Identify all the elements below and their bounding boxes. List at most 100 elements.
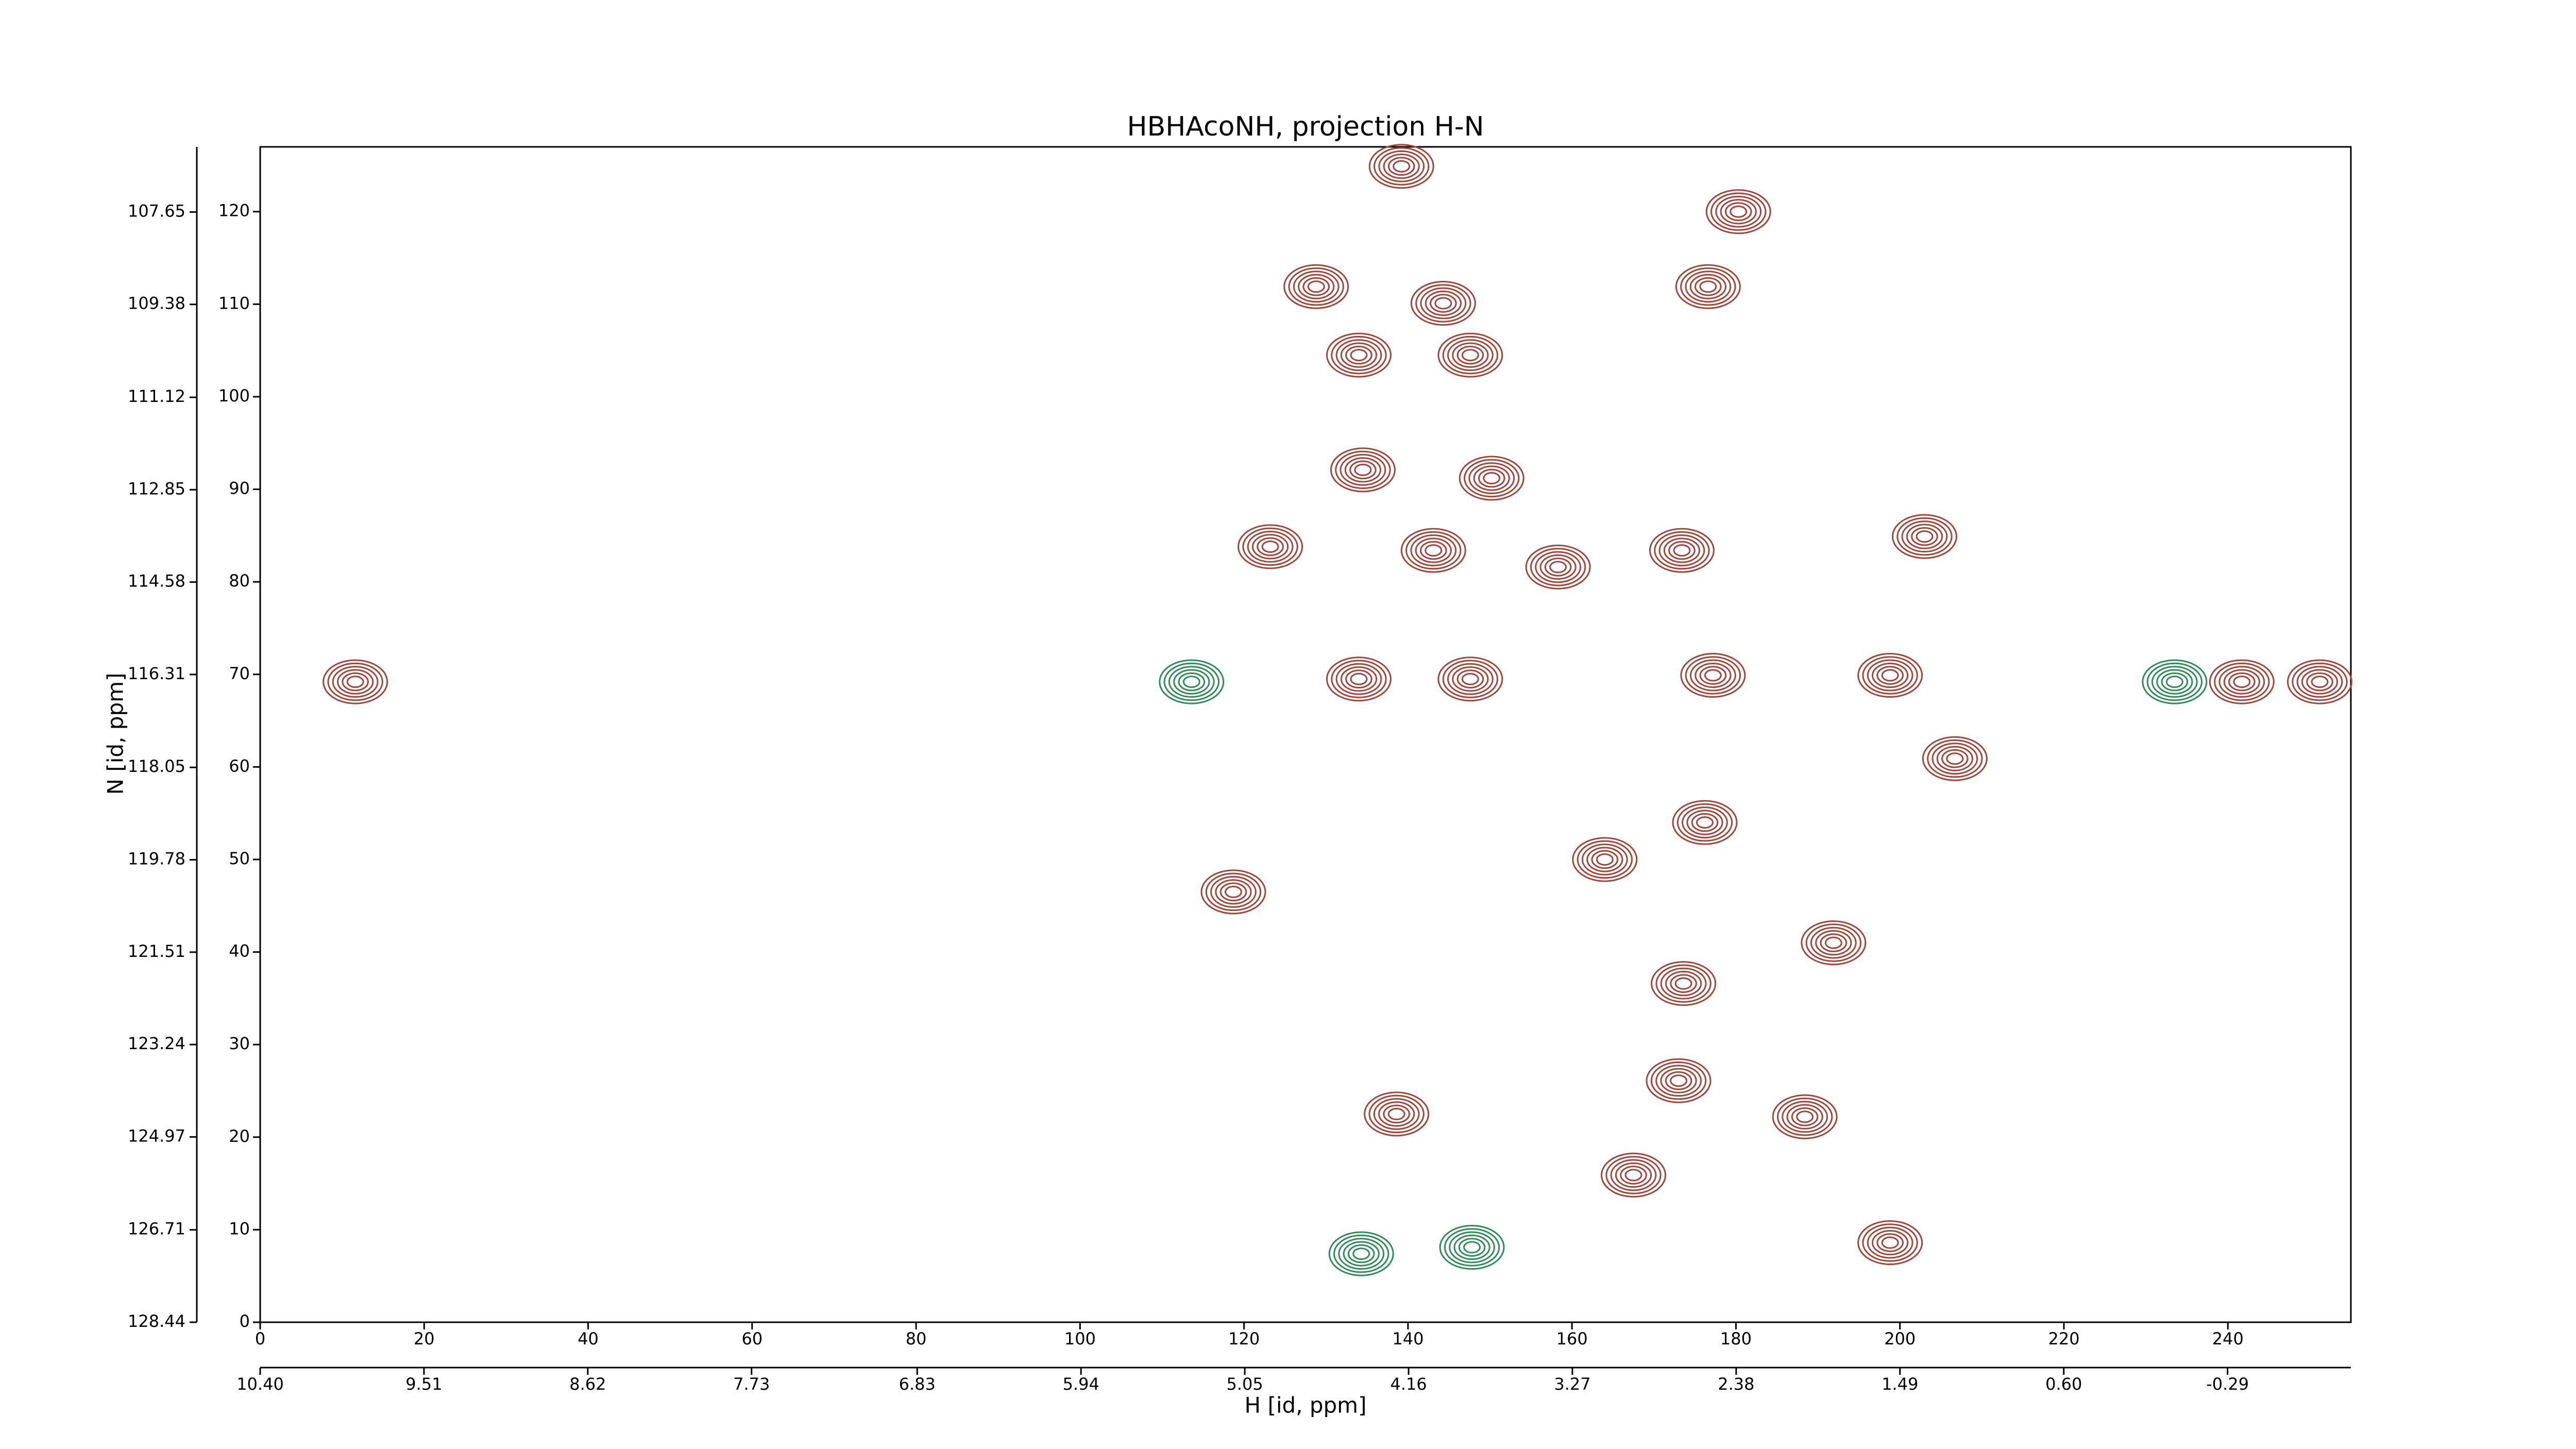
contour-ring [1383, 154, 1420, 179]
contour-ring [1331, 335, 1387, 375]
contour-ring [1415, 537, 1452, 563]
y-tick-label: 60 [229, 756, 250, 776]
contour-ring [1330, 447, 1396, 493]
x2-tick-label: 1.49 [1882, 1374, 1918, 1394]
x-tick-label: 100 [1064, 1329, 1096, 1349]
contour-ring [1650, 1062, 1707, 1100]
contour-ring [1293, 271, 1340, 303]
contour-ring [1824, 936, 1842, 949]
peak [1857, 1220, 1923, 1266]
contour-ring [1901, 520, 1948, 553]
contour-ring [1219, 882, 1247, 902]
x2-tick-label: 7.73 [733, 1374, 770, 1394]
peak [1439, 1225, 1505, 1270]
contour-ring [1205, 872, 1262, 912]
contour-ring [2287, 659, 2353, 704]
contour-ring [1326, 656, 1392, 702]
contour-ring [1544, 558, 1572, 577]
contour-ring [1340, 453, 1386, 486]
contour-ring [1405, 531, 1462, 570]
contour-ring [1425, 544, 1443, 557]
contour-ring [1478, 468, 1505, 488]
contour-ring [1364, 1091, 1430, 1137]
contour-ring [1345, 345, 1372, 365]
contour-ring [2161, 672, 2189, 692]
contour-ring [1680, 653, 1746, 698]
contour-ring [332, 666, 379, 698]
peak [1437, 656, 1503, 702]
contour-ring [1658, 534, 1705, 566]
contour-ring [1805, 923, 1862, 962]
contour-ring [1251, 534, 1289, 560]
y2-tick-label: 128.44 [128, 1311, 185, 1331]
contour-ring [1350, 672, 1368, 685]
contour-ring [1801, 920, 1867, 966]
contour-ring [1453, 1234, 1490, 1260]
contour-ring [1654, 531, 1710, 570]
contour-ring [1444, 1228, 1500, 1267]
contour-ring [1699, 666, 1727, 685]
contour-ring [1867, 659, 1913, 692]
contour-ring [1539, 554, 1577, 580]
contour-ring [1649, 528, 1715, 573]
x2-tick-label: 2.38 [1718, 1374, 1754, 1394]
contour-ring [1876, 666, 1904, 685]
x-tick-label: 120 [1228, 1329, 1260, 1349]
contour-ring [1535, 551, 1582, 583]
contour-ring [2306, 672, 2333, 692]
contour-ring [1456, 345, 1484, 365]
y2-tick-label: 124.97 [128, 1126, 185, 1145]
peak [1368, 144, 1434, 189]
y-axis-label: N [id, ppm] [103, 673, 128, 795]
contour-ring [1437, 656, 1503, 702]
peak [1772, 1094, 1838, 1139]
x-tick-label: 80 [906, 1329, 927, 1349]
contour-ring [1876, 1233, 1904, 1252]
contour-ring [1672, 800, 1738, 845]
contour-ring [2156, 669, 2193, 695]
contour-ring [1461, 349, 1479, 362]
contour-ring [1464, 459, 1520, 498]
x2-tick-label: 5.05 [1226, 1374, 1263, 1394]
peak [1283, 264, 1349, 309]
contour-ring [346, 676, 364, 688]
plot-frame [259, 146, 2352, 1323]
contour-ring [1307, 280, 1325, 293]
contour-ring [1705, 189, 1771, 234]
contour-ring [1651, 961, 1717, 1006]
y2-tick-label: 112.85 [128, 479, 185, 498]
peak [1238, 524, 1303, 569]
peak [1410, 281, 1476, 326]
contour-ring [1815, 930, 1852, 956]
contour-ring [1393, 160, 1411, 173]
contour-ring [342, 672, 369, 692]
contour-ring [1261, 540, 1279, 553]
y-tick-label: 100 [218, 386, 250, 406]
contour-ring [1338, 1238, 1385, 1270]
contour-ring [1685, 271, 1732, 303]
contour-ring [1591, 850, 1619, 869]
peak [1328, 1231, 1394, 1276]
x2-tick-label: 10.40 [236, 1374, 284, 1394]
contour-ring [1720, 199, 1757, 225]
contour-ring [1577, 840, 1633, 879]
contour-ring [1941, 749, 1969, 768]
contour-ring [1247, 530, 1294, 563]
x2-tick-label: 0.60 [2045, 1374, 2082, 1394]
x-tick-label: 60 [741, 1329, 762, 1349]
contour-ring [1257, 537, 1284, 557]
x-tick-label: 200 [1884, 1329, 1916, 1349]
contour-ring [1704, 669, 1722, 682]
contour-ring [1442, 660, 1499, 698]
contour-ring [1862, 656, 1918, 695]
contour-ring [1378, 150, 1425, 182]
peak [1572, 837, 1638, 882]
contour-ring [2223, 669, 2260, 695]
peak [1459, 456, 1524, 501]
contour-ring [1690, 659, 1736, 692]
contour-ring [1447, 339, 1494, 372]
contour-ring [1419, 541, 1447, 560]
contour-ring [2146, 662, 2203, 701]
contour-ring [1340, 666, 1378, 692]
x2-tick-label: 8.62 [569, 1374, 606, 1394]
